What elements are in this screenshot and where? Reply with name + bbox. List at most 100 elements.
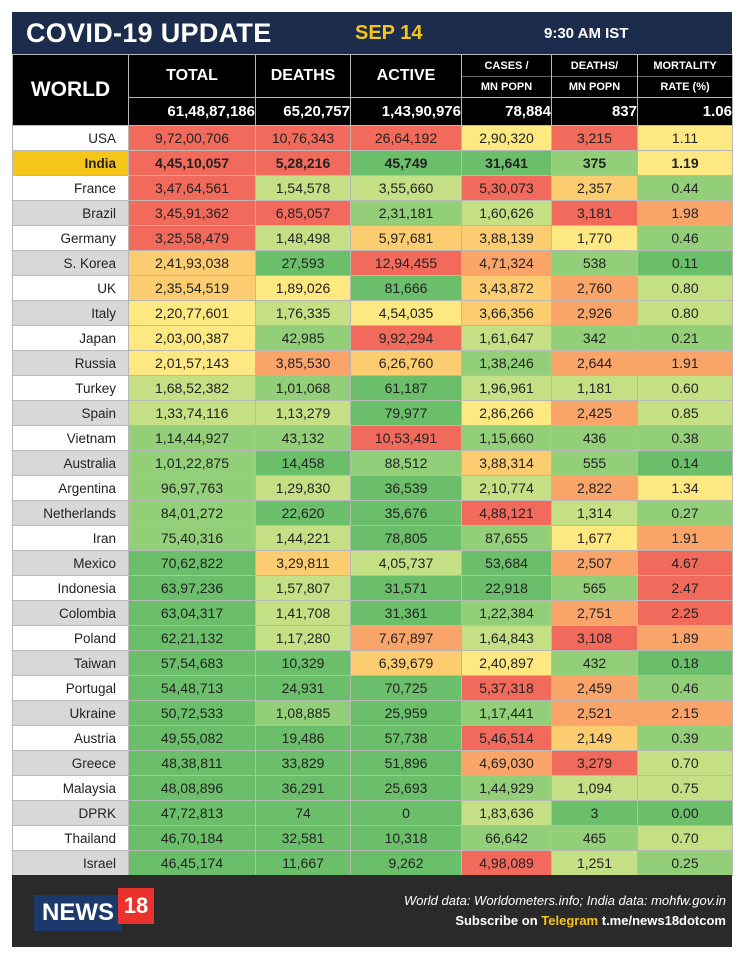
cell-active: 25,693 [350, 775, 462, 801]
cell-deaths: 11,667 [255, 850, 351, 876]
table-row: Australia 1,01,22,875 14,458 88,512 3,88,314… [12, 450, 733, 476]
cell-cases-mn: 66,642 [461, 825, 552, 851]
cell-active: 5,97,681 [350, 225, 462, 251]
cell-deaths-mn: 555 [551, 450, 638, 476]
cell-total: 1,14,44,927 [128, 425, 256, 451]
cell-active: 9,92,294 [350, 325, 462, 351]
world-totals-row: 61,48,87,186 65,20,757 1,43,90,976 78,88… [13, 97, 733, 126]
cell-deaths: 6,85,057 [255, 200, 351, 226]
cell-mortality: 0.11 [637, 250, 733, 276]
cell-active: 10,53,491 [350, 425, 462, 451]
cell-active: 79,977 [350, 400, 462, 426]
cell-deaths: 22,620 [255, 500, 351, 526]
cell-active: 31,361 [350, 600, 462, 626]
cell-mortality: 0.80 [637, 300, 733, 326]
cell-deaths-mn: 1,314 [551, 500, 638, 526]
col-header-deaths: DEATHS [255, 54, 351, 98]
cell-active: 81,666 [350, 275, 462, 301]
col-header-deaths-per-mn: DEATHS/MN POPN [551, 54, 638, 98]
cell-deaths-mn: 436 [551, 425, 638, 451]
cell-cases-mn: 2,90,320 [461, 125, 552, 151]
world-deaths-per-mn: 837 [551, 97, 638, 126]
country-name: Indonesia [12, 575, 129, 601]
cell-cases-mn: 2,40,897 [461, 650, 552, 676]
table-row: Argentina 96,97,763 1,29,830 36,539 2,10,774… [12, 475, 733, 501]
table-row: Israel 46,45,174 11,667 9,262 4,98,089 1,251 0… [12, 850, 733, 876]
cell-active: 9,262 [350, 850, 462, 876]
deaths-per-mn-line2: MN POPN [568, 80, 621, 93]
cell-active: 4,54,035 [350, 300, 462, 326]
cell-total: 3,45,91,362 [128, 200, 256, 226]
country-name: India [12, 150, 129, 176]
cell-deaths-mn: 2,425 [551, 400, 638, 426]
cell-total: 49,55,082 [128, 725, 256, 751]
country-name: Israel [12, 850, 129, 876]
table-row: UK 2,35,54,519 1,89,026 81,666 3,43,872 2,760… [12, 275, 733, 301]
cell-total: 47,72,813 [128, 800, 256, 826]
cell-total: 57,54,683 [128, 650, 256, 676]
cell-cases-mn: 3,88,314 [461, 450, 552, 476]
cell-total: 2,41,93,038 [128, 250, 256, 276]
cell-deaths-mn: 2,926 [551, 300, 638, 326]
country-name: Iran [12, 525, 129, 551]
cell-active: 70,725 [350, 675, 462, 701]
cell-deaths-mn: 1,181 [551, 375, 638, 401]
country-name: Germany [12, 225, 129, 251]
cell-mortality: 0.46 [637, 225, 733, 251]
cell-deaths: 27,593 [255, 250, 351, 276]
cell-deaths-mn: 2,459 [551, 675, 638, 701]
cell-cases-mn: 2,10,774 [461, 475, 552, 501]
cases-per-mn-line2: MN POPN [480, 80, 533, 93]
cell-mortality: 0.00 [637, 800, 733, 826]
telegram-link: t.me/news18dotcom [598, 913, 726, 928]
cell-cases-mn: 2,86,266 [461, 400, 552, 426]
cell-mortality: 0.27 [637, 500, 733, 526]
cell-cases-mn: 5,30,073 [461, 175, 552, 201]
mortality-line2: RATE (%) [660, 80, 710, 93]
cell-mortality: 2.47 [637, 575, 733, 601]
cell-deaths-mn: 432 [551, 650, 638, 676]
mortality-line1: MORTALITY [638, 56, 732, 77]
cell-deaths-mn: 2,521 [551, 700, 638, 726]
cell-active: 3,55,660 [350, 175, 462, 201]
country-name: UK [12, 275, 129, 301]
cell-cases-mn: 4,98,089 [461, 850, 552, 876]
cell-deaths: 1,76,335 [255, 300, 351, 326]
cell-deaths: 1,13,279 [255, 400, 351, 426]
cell-total: 63,04,317 [128, 600, 256, 626]
update-time: 9:30 AM IST [544, 25, 629, 42]
cell-total: 1,68,52,382 [128, 375, 256, 401]
cell-mortality: 0.39 [637, 725, 733, 751]
table-row: France 3,47,64,561 1,54,578 3,55,660 5,30,07… [12, 175, 733, 201]
cell-active: 36,539 [350, 475, 462, 501]
cell-cases-mn: 4,69,030 [461, 750, 552, 776]
cell-deaths-mn: 2,357 [551, 175, 638, 201]
footer: NEWS 18 World data: Worldometers.info; I… [12, 875, 732, 947]
table-row: Greece 48,38,811 33,829 51,896 4,69,030 3,279… [12, 750, 733, 776]
country-name: Australia [12, 450, 129, 476]
cell-cases-mn: 3,88,139 [461, 225, 552, 251]
cell-cases-mn: 4,71,324 [461, 250, 552, 276]
cell-mortality: 0.70 [637, 750, 733, 776]
cell-deaths: 36,291 [255, 775, 351, 801]
cell-cases-mn: 87,655 [461, 525, 552, 551]
country-name: Mexico [12, 550, 129, 576]
cell-cases-mn: 1,17,441 [461, 700, 552, 726]
cell-cases-mn: 5,37,318 [461, 675, 552, 701]
cell-deaths: 33,829 [255, 750, 351, 776]
cell-total: 96,97,763 [128, 475, 256, 501]
country-name: Taiwan [12, 650, 129, 676]
cell-mortality: 4.67 [637, 550, 733, 576]
cell-cases-mn: 1,96,961 [461, 375, 552, 401]
cell-mortality: 1.91 [637, 525, 733, 551]
cell-deaths: 1,48,498 [255, 225, 351, 251]
table-row: Turkey 1,68,52,382 1,01,068 61,187 1,96,961 1… [12, 375, 733, 401]
cell-deaths: 43,132 [255, 425, 351, 451]
country-name: Portugal [12, 675, 129, 701]
cell-total: 46,45,174 [128, 850, 256, 876]
cell-active: 2,31,181 [350, 200, 462, 226]
cell-total: 2,03,00,387 [128, 325, 256, 351]
cell-cases-mn: 1,38,246 [461, 350, 552, 376]
cell-cases-mn: 1,64,843 [461, 625, 552, 651]
logo-news: NEWS [34, 895, 122, 931]
